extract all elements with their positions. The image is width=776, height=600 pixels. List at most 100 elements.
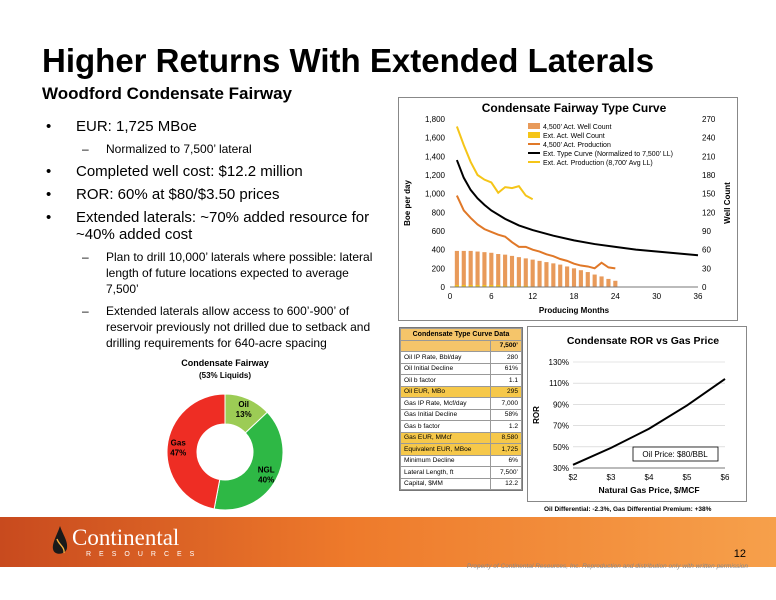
well-count-bar [461, 250, 466, 287]
table-title: Condensate Type Curve Data [400, 328, 522, 341]
well-count-bar [516, 285, 521, 287]
logo-tagline: RESOURCES [86, 551, 203, 558]
well-count-bar [599, 276, 604, 287]
x-tick-label: $3 [607, 473, 616, 482]
type-curve-data-table: Condensate Type Curve Data 7,500’ Oil IP… [399, 327, 523, 491]
legend-label: Ext. Type Curve (Normalized to 7,500’ LL… [543, 151, 673, 158]
table-row: Lateral Length, ft 7,500’ [399, 466, 522, 479]
legend-label: 4,500’ Act. Well Count [543, 124, 612, 131]
row-label: Oil b factor [399, 374, 492, 387]
bullet-eur: EUR: 1,725 MBoe [46, 118, 376, 135]
x-tick-label: $2 [569, 473, 578, 482]
row-value: 6% [490, 454, 522, 467]
table-row: Equivalent EUR, MBoe 1,725 [399, 443, 522, 456]
y-tick-label: 1,200 [425, 171, 446, 180]
sub-bullet-normalized: Normalized to 7,500’ lateral [46, 141, 376, 157]
y-tick-label: 90% [553, 400, 569, 409]
row-value: 1.1 [490, 374, 522, 387]
table-column-header: 7,500’ [490, 339, 522, 352]
y-tick-label: 130% [549, 358, 569, 367]
table-row: Oil Initial Decline 61% [399, 362, 522, 375]
slice-category-label: NGL [258, 466, 275, 475]
well-count-bar [537, 260, 542, 287]
well-count-bar [475, 251, 480, 287]
chart-title: Condensate ROR vs Gas Price [567, 335, 719, 347]
row-value: 12.2 [490, 477, 522, 490]
y2-tick-label: 240 [702, 134, 716, 143]
well-count-bar [571, 268, 577, 287]
well-count-bar [592, 274, 597, 287]
legend-label: Ext. Act. Well Count [543, 133, 605, 140]
chart-frame [527, 326, 747, 502]
page-number: 12 [733, 548, 746, 560]
y2-tick-label: 150 [702, 190, 716, 199]
page-subtitle: Woodford Condensate Fairway [42, 84, 292, 103]
x-tick-label: $5 [683, 473, 692, 482]
type-curve-chart: Condensate Fairway Type Curve02004006008… [398, 97, 738, 321]
slice-category-label: Oil [238, 400, 249, 409]
well-count-bar [482, 252, 487, 287]
y2-tick-label: 30 [702, 264, 711, 273]
x-tick-label: 24 [611, 292, 620, 301]
table-row: Gas b factor 1.2 [399, 420, 522, 433]
y2-tick-label: 270 [702, 115, 716, 124]
y-tick-label: 70% [553, 422, 569, 431]
logo-wordmark: Continental [72, 525, 180, 550]
y-tick-label: 1,600 [425, 134, 446, 143]
production-line [455, 195, 616, 270]
page-title: Higher Returns With Extended Laterals [42, 42, 655, 79]
legend-swatch [528, 123, 540, 129]
row-label: Oil EUR, MBo [399, 385, 492, 398]
footer-banner: Continental RESOURCES [0, 517, 776, 567]
slice-category-label: Gas [171, 439, 187, 448]
donut-slice [213, 411, 284, 511]
well-count-bar [461, 285, 466, 287]
well-count-bar [558, 264, 563, 287]
well-count-bar [585, 272, 590, 287]
chart-subtitle: (53% Liquids) [199, 371, 251, 380]
y-tick-label: 1,400 [425, 152, 446, 161]
oil-price-annotation: Oil Price: $80/BBL [642, 450, 708, 459]
production-line [455, 159, 699, 257]
x-tick-label: 36 [694, 292, 703, 301]
annotation-box [632, 446, 719, 462]
row-value: 295 [490, 385, 522, 398]
ror-chart: Condensate ROR vs Gas Price 30% 50% 70% 90% 1… [527, 326, 747, 502]
x-axis-label: Natural Gas Price, $/MCF [598, 485, 699, 495]
y-tick-label: 200 [432, 264, 446, 273]
table-row: Capital, $MM 12.2 [399, 477, 522, 490]
bullet-well-cost: Completed well cost: $12.2 million [46, 163, 376, 180]
row-label: Gas EUR, MMcf [399, 431, 492, 444]
row-label: Lateral Length, ft [399, 466, 492, 479]
row-label: Gas Initial Decline [399, 408, 492, 421]
table-row: Oil b factor 1.1 [399, 374, 522, 387]
y-tick-label: 400 [432, 246, 446, 255]
row-value: 7,500’ [490, 466, 522, 479]
well-count-bar [544, 262, 549, 287]
row-label: Equivalent EUR, MBoe [399, 443, 492, 456]
row-label: Oil IP Rate, Bbl/day [399, 351, 492, 364]
well-count-bar [496, 254, 501, 287]
well-count-bar [468, 285, 473, 287]
legend-swatch [528, 132, 540, 138]
x-axis-label: Producing Months [539, 306, 610, 315]
y-tick-label: 50% [553, 443, 569, 452]
chart-title: Condensate Fairway [181, 358, 269, 368]
x-tick-label: 18 [570, 292, 579, 301]
x-tick-label: 30 [652, 292, 661, 301]
x-tick-label: 6 [489, 292, 494, 301]
chart-title: Condensate Fairway Type Curve [482, 101, 667, 115]
sub-bullet-reservoir-access: Extended laterals allow access to 600’-9… [46, 303, 376, 351]
y-tick-label: 800 [432, 208, 446, 217]
table-row: Minimum Decline 6% [399, 454, 522, 467]
well-count-bar [454, 250, 459, 287]
well-count-bar [530, 259, 535, 287]
well-count-bar [468, 250, 473, 287]
oil-drop-logo-icon [52, 526, 68, 554]
y2-tick-label: 120 [702, 208, 716, 217]
property-notice: Property of Continental Resources, Inc. … [466, 563, 748, 570]
y-axis-label: Boe per day [403, 180, 412, 226]
well-count-bar [482, 285, 487, 287]
y-tick-label: 1,000 [425, 190, 446, 199]
